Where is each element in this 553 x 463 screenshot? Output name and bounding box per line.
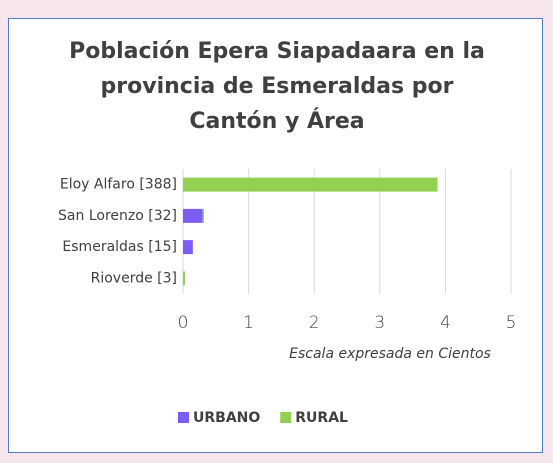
- bar: [183, 177, 438, 192]
- x-tick-label: 2: [309, 313, 320, 333]
- chart-title: Población Epera Siapadaara en la provinc…: [69, 39, 485, 134]
- bar: [202, 208, 204, 223]
- bar: [183, 208, 203, 223]
- legend-label: URBANO: [193, 410, 260, 426]
- legend-swatch: [178, 412, 189, 423]
- x-tick-label: 5: [506, 313, 517, 333]
- legend-label: RURAL: [295, 410, 348, 426]
- y-tick-label: Eloy Alfaro [388]: [60, 177, 177, 193]
- bar: [183, 240, 193, 255]
- y-tick-label: Esmeraldas [15]: [62, 239, 177, 255]
- x-axis-label: Escala expresada en Cientos: [289, 346, 491, 362]
- x-tick-label: 3: [374, 313, 385, 333]
- chart-frame: [8, 18, 543, 453]
- x-tick-label: 1: [243, 313, 254, 333]
- y-tick-label: San Lorenzo [32]: [58, 208, 177, 224]
- x-tick-label: 4: [440, 313, 451, 333]
- legend-swatch: [280, 412, 292, 423]
- y-tick-label: Rioverde [3]: [91, 270, 177, 286]
- bar: [183, 271, 185, 286]
- x-tick-label: 0: [178, 313, 189, 333]
